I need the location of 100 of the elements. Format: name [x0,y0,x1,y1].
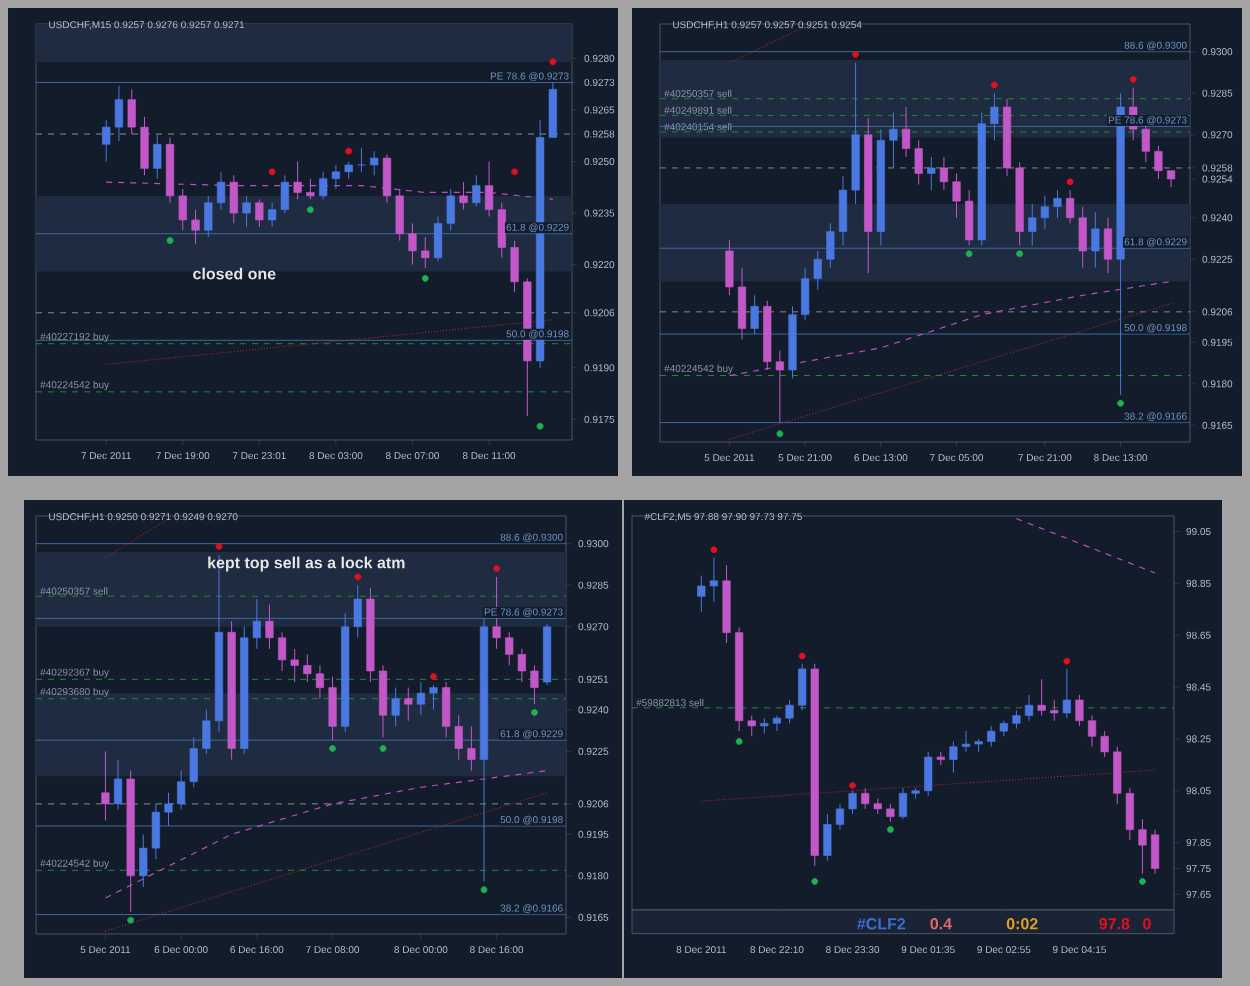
point [1066,178,1074,186]
candlestick [255,198,264,228]
candlestick [848,790,857,815]
point [531,709,538,716]
candlestick [191,209,200,245]
candlestick [265,604,274,650]
point [798,652,806,660]
candlestick [785,699,794,724]
candlestick [1037,678,1046,717]
candlestick [949,740,958,774]
candlestick [204,195,213,238]
point [268,168,276,176]
candlestick [823,813,832,862]
annotation: closed one [193,267,276,280]
candlestick [1053,189,1062,219]
candlestick [153,133,162,180]
point [306,206,314,214]
candlestick [421,236,430,269]
candlestick [202,709,211,755]
candlestick [886,803,895,823]
candlestick [838,175,848,246]
candlestick [101,750,110,821]
candlestick [164,792,173,827]
candlestick [1012,709,1021,730]
candlestick [927,156,936,191]
candlestick [924,751,933,797]
candlestick [404,687,413,722]
candlestick [835,803,845,831]
text: 97.8 [1099,918,1130,930]
point [1129,75,1137,83]
candlestick [798,663,807,711]
candlestick [328,676,337,741]
annotation: kept top sell as a lock atm [208,556,405,572]
candlestick [303,653,312,683]
point [849,782,856,789]
candlestick [510,240,519,293]
candlestick [1154,145,1163,180]
candlestick [961,730,971,753]
candlestick [826,222,835,269]
candlestick [370,150,379,176]
candlestick [1100,730,1109,758]
text: 0 [1143,918,1151,930]
point [536,422,544,430]
candlestick [1050,699,1059,722]
candlestick [898,787,908,820]
candlestick [939,156,949,191]
candlestick [1062,668,1071,719]
candlestick [1091,211,1100,269]
point [549,58,557,66]
candlestick [965,189,974,246]
point [480,886,488,894]
candlestick [1103,217,1113,274]
candlestick [472,174,481,207]
candlestick [357,147,366,173]
point [776,430,784,438]
candlestick [772,715,782,732]
candlestick [127,88,136,135]
text: 0:02 [1006,918,1038,930]
candlestick [1150,829,1160,875]
candlestick [408,222,417,266]
point [166,237,174,244]
candlestick [1138,818,1147,875]
candlestick [416,681,425,716]
point [421,274,429,282]
candlestick [242,195,251,228]
candlestick [737,267,747,341]
candlestick [140,116,149,176]
candlestick [433,216,443,262]
candlestick [315,664,325,700]
candlestick [990,92,999,141]
candlestick [952,172,961,219]
point [1117,399,1124,407]
candlestick [750,294,759,335]
candlestick [1075,694,1084,727]
point [1063,657,1071,665]
candlestick [378,664,388,738]
point [1139,878,1146,885]
point [735,738,743,745]
point [852,51,859,58]
point [965,250,973,258]
point [127,916,135,924]
candlestick [429,684,438,711]
text: 0.4 [930,918,952,930]
candlestick [889,112,898,169]
point [354,573,362,581]
point [886,826,894,834]
point [345,147,353,155]
candlestick [216,171,226,211]
point [329,745,336,752]
point [379,745,387,752]
point [811,878,819,885]
candlestick [391,687,400,727]
candlestick [467,725,476,772]
point [1016,250,1024,258]
candlestick [446,188,455,231]
point [493,565,500,572]
point [430,673,437,680]
candlestick [178,188,187,231]
candlestick [1087,715,1097,748]
point [215,543,223,550]
